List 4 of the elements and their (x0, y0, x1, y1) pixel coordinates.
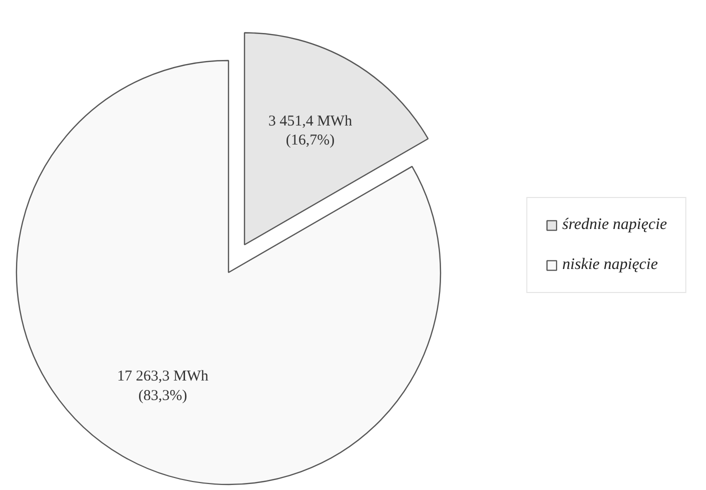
legend-label: średnie napięcie (562, 216, 667, 234)
data-label: 17 263,3 MWh (83,3%) (117, 368, 209, 404)
legend-label: niskie napięcie (562, 256, 658, 274)
data-label: 3 451,4 MWh (16,7%) (268, 113, 353, 149)
